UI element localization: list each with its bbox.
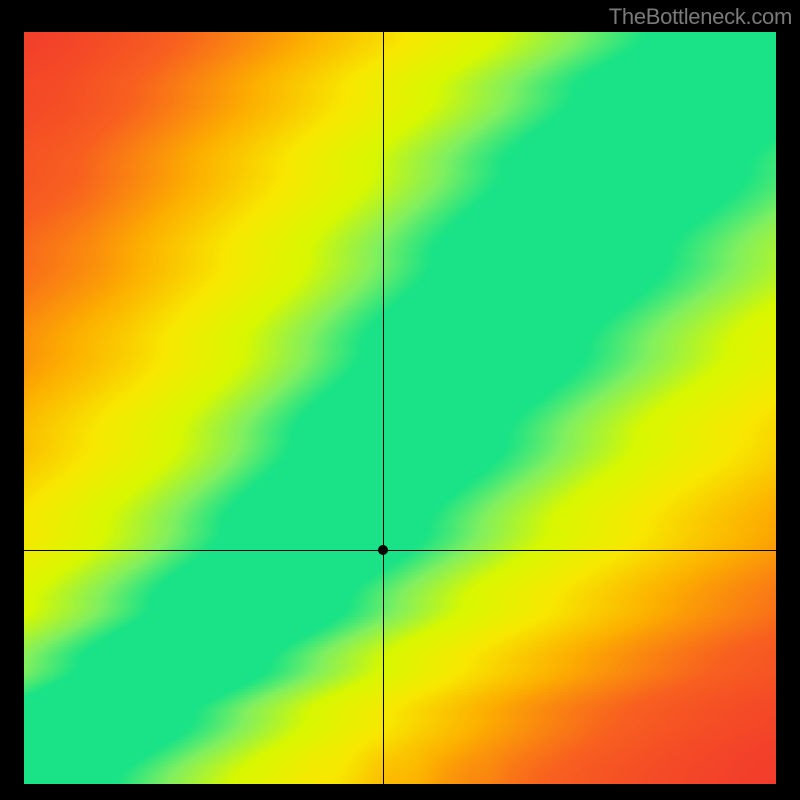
crosshair-vertical xyxy=(383,32,384,784)
crosshair-horizontal xyxy=(24,550,776,551)
heatmap-canvas xyxy=(24,32,776,784)
watermark-text: TheBottleneck.com xyxy=(0,0,800,32)
marker-dot xyxy=(378,545,388,555)
heatmap-plot xyxy=(24,32,776,784)
